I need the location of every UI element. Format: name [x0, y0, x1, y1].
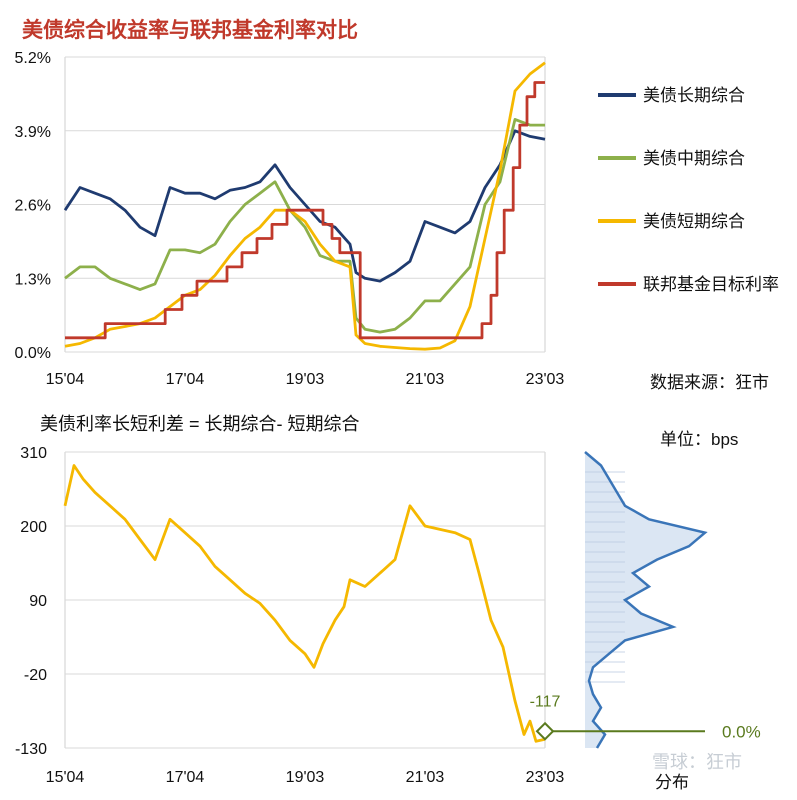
series-line-1	[64, 118, 545, 334]
last-value-marker	[535, 721, 555, 741]
distribution-area	[585, 452, 705, 748]
x-tick-label: 15'04	[46, 769, 85, 786]
watermark: 雪球：狂市	[652, 752, 742, 772]
x-tick-label: 21'03	[406, 371, 445, 388]
legend-label: 美债中期综合	[643, 149, 745, 168]
x-tick-label: 21'03	[406, 769, 445, 786]
y-tick-label: 2.6%	[15, 198, 51, 215]
spread-chart-title: 美债利率长短利差 = 长期综合- 短期综合	[40, 414, 360, 434]
series-line-3	[65, 81, 545, 340]
x-tick-label: 19'03	[286, 371, 325, 388]
x-tick-label: 15'04	[46, 371, 85, 388]
distribution-label: 分布	[655, 773, 689, 792]
y-tick-label: 0.0%	[15, 345, 51, 362]
last-value-label: -117	[530, 693, 561, 710]
y-tick-label: 3.9%	[15, 124, 51, 141]
chart-title: 美债综合收益率与联邦基金利率对比	[22, 19, 358, 42]
spread-line	[63, 464, 546, 743]
y-tick-label: 90	[29, 593, 47, 610]
x-tick-label: 17'04	[166, 769, 205, 786]
series-line-2	[64, 61, 546, 351]
percentile-label: 0.0%	[722, 722, 761, 741]
y-tick-label: -130	[15, 741, 47, 758]
y-tick-label: 1.3%	[15, 271, 51, 288]
x-tick-label: 23'03	[526, 371, 565, 388]
legend-label: 联邦基金目标利率	[643, 275, 779, 294]
y-tick-label: -20	[24, 667, 47, 684]
y-tick-label: 200	[20, 519, 47, 536]
x-tick-label: 23'03	[526, 769, 565, 786]
y-tick-label: 310	[20, 445, 47, 462]
legend-label: 美债长期综合	[643, 86, 745, 105]
source-note: 数据来源：狂市	[650, 373, 769, 392]
x-tick-label: 19'03	[286, 769, 325, 786]
y-tick-label: 5.2%	[15, 50, 51, 67]
legend-label: 美债短期综合	[643, 212, 745, 231]
x-tick-label: 17'04	[166, 371, 205, 388]
unit-note: 单位：bps	[660, 430, 739, 449]
series-line-0	[63, 129, 546, 283]
distribution-curve	[584, 451, 708, 749]
